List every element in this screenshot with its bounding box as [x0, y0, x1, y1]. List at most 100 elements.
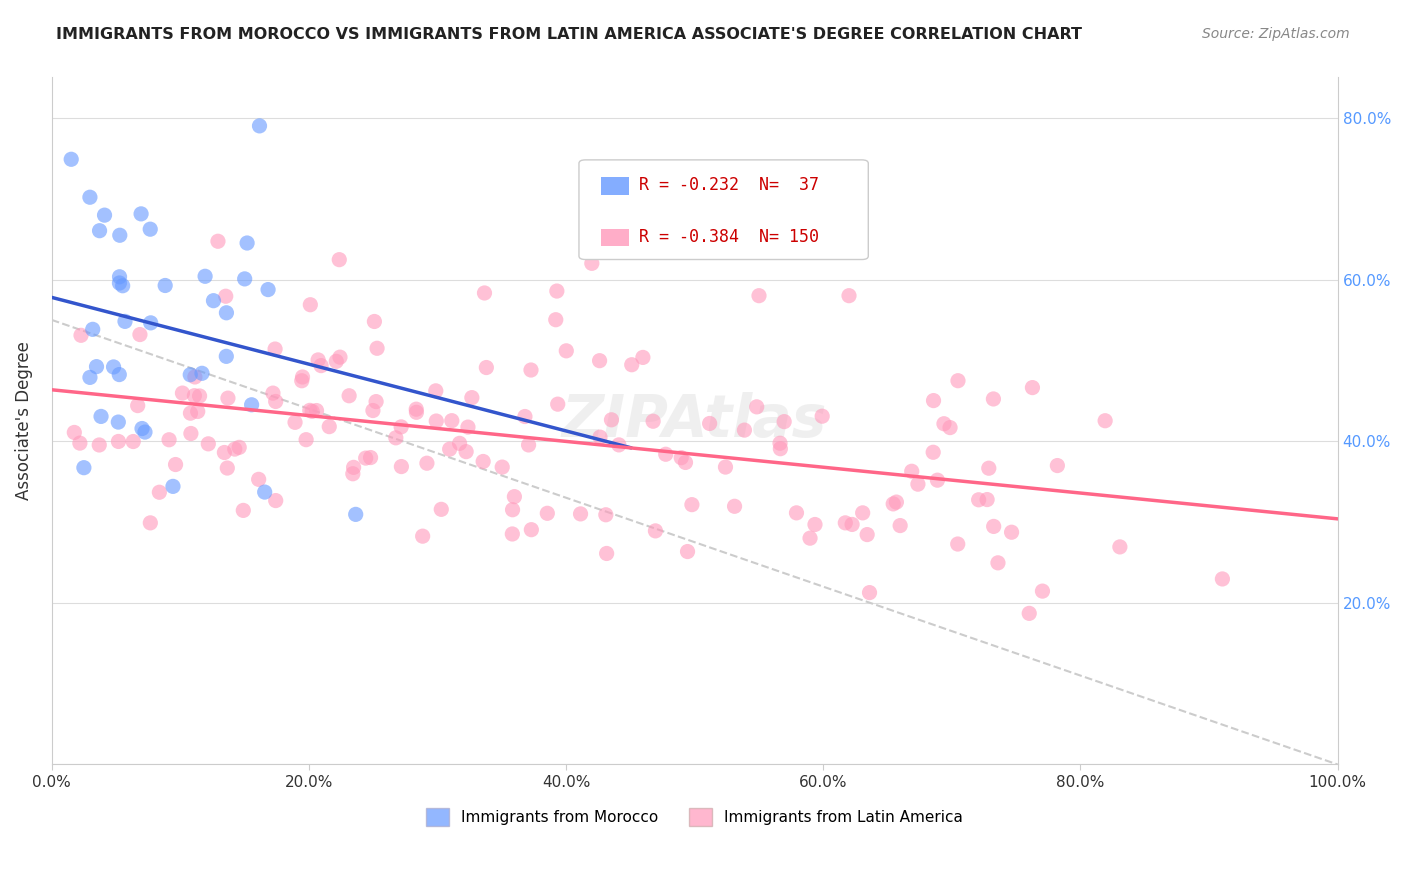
- Point: [79, 370, 101, 384]
- Point: [139, 516, 162, 530]
- Point: [723, 500, 745, 514]
- Point: [588, 353, 610, 368]
- Point: [546, 284, 568, 298]
- Point: [342, 467, 364, 481]
- Point: [838, 288, 860, 302]
- Point: [886, 495, 908, 509]
- Point: [502, 502, 524, 516]
- Point: [264, 394, 287, 409]
- Point: [681, 498, 703, 512]
- Point: [676, 544, 699, 558]
- Point: [179, 368, 201, 382]
- Point: [122, 434, 145, 449]
- Point: [162, 479, 184, 493]
- Text: ZIPAtlas: ZIPAtlas: [562, 392, 827, 450]
- Point: [631, 351, 654, 365]
- Point: [63, 425, 86, 440]
- Point: [215, 350, 238, 364]
- Point: [247, 472, 270, 486]
- Point: [337, 389, 360, 403]
- Point: [544, 312, 567, 326]
- Point: [214, 445, 236, 459]
- Point: [927, 473, 949, 487]
- Point: [907, 477, 929, 491]
- Point: [513, 409, 536, 424]
- Point: [385, 431, 408, 445]
- Point: [108, 269, 131, 284]
- Point: [922, 393, 945, 408]
- Point: [291, 374, 314, 388]
- Legend: Immigrants from Morocco, Immigrants from Latin America: Immigrants from Morocco, Immigrants from…: [420, 802, 969, 832]
- Point: [675, 455, 697, 469]
- Point: [364, 394, 387, 409]
- Point: [86, 359, 108, 374]
- Point: [748, 288, 770, 302]
- Point: [946, 537, 969, 551]
- Point: [449, 436, 471, 450]
- Point: [139, 316, 162, 330]
- Point: [73, 460, 96, 475]
- Point: [114, 314, 136, 328]
- Point: [461, 391, 484, 405]
- Point: [108, 368, 131, 382]
- Point: [804, 517, 827, 532]
- Point: [983, 519, 1005, 533]
- Point: [131, 421, 153, 435]
- Point: [474, 285, 496, 300]
- Text: IMMIGRANTS FROM MOROCCO VS IMMIGRANTS FROM LATIN AMERICA ASSOCIATE'S DEGREE CORR: IMMIGRANTS FROM MOROCCO VS IMMIGRANTS FR…: [56, 27, 1083, 42]
- Point: [194, 269, 217, 284]
- Point: [191, 367, 214, 381]
- Point: [107, 415, 129, 429]
- Point: [307, 353, 329, 368]
- Point: [987, 556, 1010, 570]
- Point: [967, 492, 990, 507]
- Text: R = -0.232  N=  37: R = -0.232 N= 37: [640, 177, 820, 194]
- Point: [82, 322, 104, 336]
- Point: [233, 272, 256, 286]
- Point: [249, 119, 271, 133]
- Point: [344, 508, 367, 522]
- Point: [834, 516, 856, 530]
- Point: [946, 374, 969, 388]
- Point: [517, 438, 540, 452]
- Point: [188, 389, 211, 403]
- Point: [108, 228, 131, 243]
- Point: [107, 434, 129, 449]
- Point: [932, 417, 955, 431]
- Point: [555, 343, 578, 358]
- Point: [811, 409, 834, 424]
- Point: [416, 456, 439, 470]
- Point: [841, 517, 863, 532]
- Point: [111, 278, 134, 293]
- Point: [769, 442, 792, 456]
- Point: [148, 485, 170, 500]
- Point: [139, 222, 162, 236]
- Point: [240, 398, 263, 412]
- Point: [69, 436, 91, 450]
- Point: [228, 441, 250, 455]
- Point: [90, 409, 112, 424]
- Point: [291, 370, 314, 384]
- Point: [620, 358, 643, 372]
- Point: [366, 341, 388, 355]
- Point: [889, 518, 911, 533]
- Point: [405, 402, 427, 417]
- Point: [1018, 607, 1040, 621]
- Point: [363, 314, 385, 328]
- Point: [607, 438, 630, 452]
- Point: [224, 442, 246, 456]
- Point: [644, 524, 666, 538]
- Point: [595, 508, 617, 522]
- Point: [309, 359, 332, 373]
- Point: [852, 506, 875, 520]
- Point: [264, 342, 287, 356]
- Point: [215, 306, 238, 320]
- Point: [217, 391, 239, 405]
- Point: [79, 190, 101, 204]
- Point: [457, 420, 479, 434]
- Point: [581, 256, 603, 270]
- Point: [412, 529, 434, 543]
- Point: [425, 384, 447, 398]
- Point: [318, 419, 340, 434]
- Point: [536, 506, 558, 520]
